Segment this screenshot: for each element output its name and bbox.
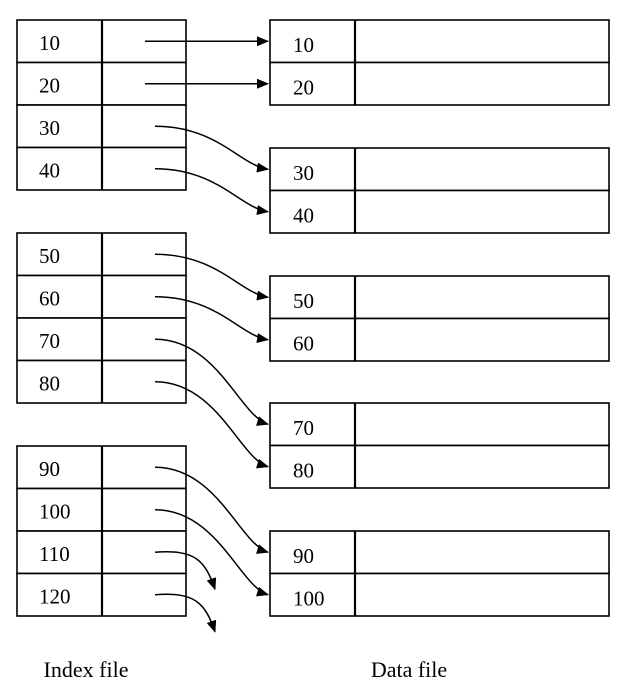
- data-record-cell: [269, 444, 610, 489]
- data-key: 60: [293, 332, 314, 356]
- data-record: 70: [269, 402, 610, 447]
- data-block: 30 40: [269, 147, 610, 234]
- pointer-arrow: [154, 125, 269, 173]
- index-key: 10: [39, 31, 60, 55]
- index-file-label: Index file: [44, 657, 129, 682]
- index-key: 80: [39, 372, 60, 396]
- data-key: 80: [293, 459, 314, 483]
- index-key: 60: [39, 287, 60, 311]
- pointer-arrow: [154, 509, 269, 597]
- index-block: 90 100 110 120: [16, 445, 187, 617]
- pointer-arrow: [154, 381, 269, 469]
- index-key: 100: [39, 500, 71, 524]
- data-key: 70: [293, 416, 314, 440]
- data-record: 50: [269, 275, 610, 320]
- data-record-cell: [269, 61, 610, 106]
- data-block: 90 100: [269, 530, 610, 617]
- data-record: 30: [269, 147, 610, 192]
- index-key: 20: [39, 74, 60, 98]
- data-key: 10: [293, 33, 314, 57]
- data-record: 20: [269, 61, 610, 106]
- data-record-cell: [269, 572, 610, 617]
- pointer-arrow: [154, 466, 269, 554]
- index-key: 110: [39, 542, 70, 566]
- data-key: 40: [293, 204, 314, 228]
- data-block: 50 60: [269, 275, 610, 362]
- index-block: 50 60 70 80: [16, 232, 187, 404]
- data-key: 30: [293, 161, 314, 185]
- data-key: 100: [293, 587, 325, 611]
- data-record: 90: [269, 530, 610, 575]
- data-key: 50: [293, 289, 314, 313]
- index-block: 10 20 30 40: [16, 19, 187, 191]
- pointer-arrow: [154, 168, 269, 216]
- data-record: 60: [269, 317, 610, 362]
- data-file-label: Data file: [371, 657, 447, 682]
- index-key: 90: [39, 457, 60, 481]
- pointer-arrow: [154, 253, 269, 301]
- pointer-arrow: [154, 338, 269, 426]
- data-record-cell: [269, 317, 610, 362]
- data-record-cell: [269, 402, 610, 447]
- data-record: 80: [269, 444, 610, 489]
- data-record-cell: [269, 275, 610, 320]
- data-key: 90: [293, 544, 314, 568]
- data-block: 10 20: [269, 19, 610, 106]
- data-block: 70 80: [269, 402, 610, 489]
- pointer-arrow: [154, 593, 217, 633]
- data-record-cell: [269, 147, 610, 192]
- data-file: 10 20 30 40 50 60 70 80 90 100: [269, 19, 610, 617]
- index-key: 30: [39, 116, 60, 140]
- data-key: 20: [293, 76, 314, 100]
- data-record-cell: [269, 530, 610, 575]
- index-key: 70: [39, 329, 60, 353]
- pointer-arrow: [154, 551, 217, 591]
- pointer-arrow: [154, 296, 269, 344]
- index-pointers: [145, 36, 269, 633]
- data-record-cell: [269, 189, 610, 234]
- data-record: 100: [269, 572, 610, 617]
- index-file: 10 20 30 40 50 60 70 80 90 100 110 120: [16, 19, 187, 617]
- index-key: 120: [39, 585, 71, 609]
- index-key: 50: [39, 244, 60, 268]
- index-key: 40: [39, 159, 60, 183]
- data-record: 10: [269, 19, 610, 64]
- data-record: 40: [269, 189, 610, 234]
- data-record-cell: [269, 19, 610, 64]
